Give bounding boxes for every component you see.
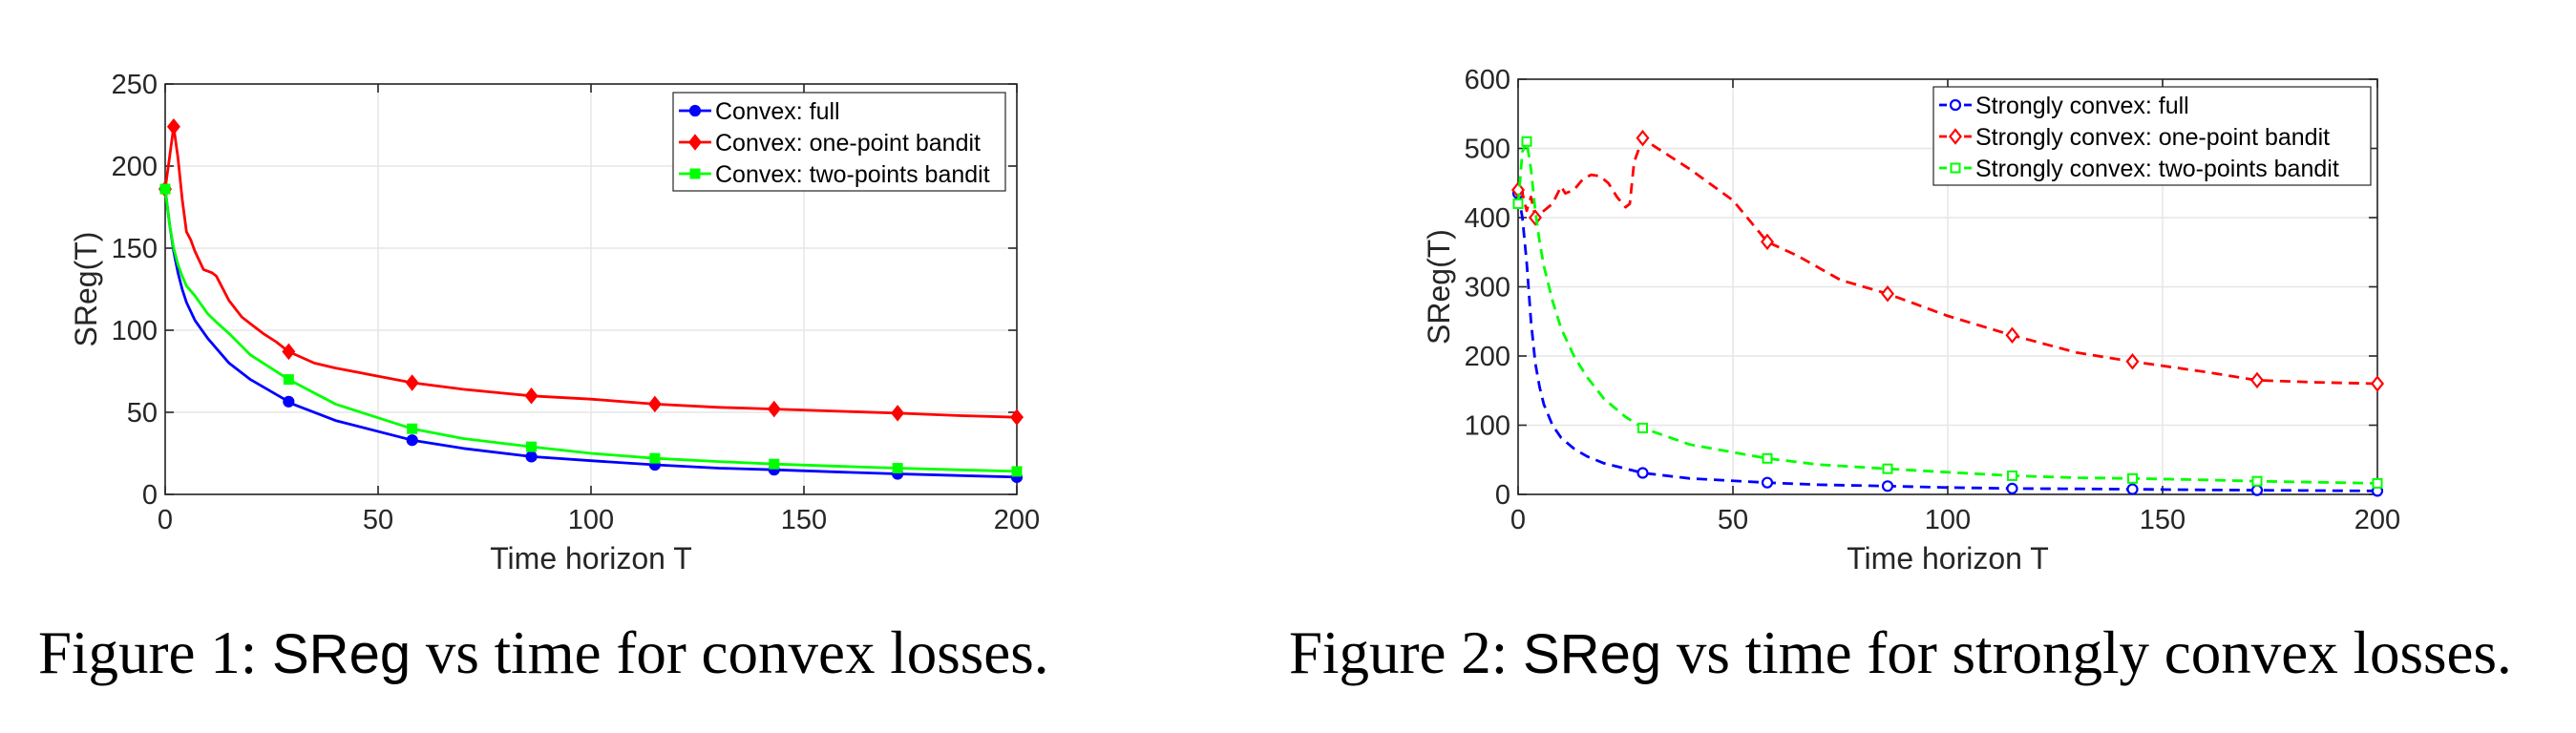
- series-1-marker: [2125, 353, 2140, 370]
- legend-label-2: Strongly convex: two-points bandit: [1975, 156, 2339, 182]
- legend-label-1: Strongly convex: one-point bandit: [1975, 124, 2330, 151]
- caption-sreg: SReg: [1523, 623, 1661, 685]
- x-tick-label: 100: [568, 505, 614, 535]
- y-tick-label: 400: [1465, 203, 1510, 234]
- caption-suffix: vs time for convex losses.: [411, 619, 1048, 686]
- y-tick-label: 150: [112, 234, 158, 264]
- y-tick-label: 200: [1465, 342, 1510, 372]
- x-tick-label: 200: [994, 505, 1040, 535]
- y-tick-label: 300: [1465, 273, 1510, 304]
- series-1-marker: [1636, 129, 1650, 147]
- legend-label-0: Convex: full: [715, 98, 840, 125]
- series-2-marker: [769, 458, 780, 470]
- series-1-marker: [2249, 371, 2265, 389]
- x-tick-label: 50: [1718, 505, 1748, 535]
- series-2-marker: [2372, 477, 2383, 489]
- series-1-marker: [2370, 375, 2385, 392]
- series-line-2: [163, 188, 1018, 473]
- series-2-marker: [159, 183, 171, 195]
- series-2-marker: [2007, 470, 2017, 481]
- x-tick-label: 150: [781, 505, 827, 535]
- y-tick-label: 200: [112, 152, 158, 182]
- y-tick-label: 600: [1465, 65, 1510, 95]
- x-tick-label: 50: [363, 505, 393, 535]
- caption-sreg: SReg: [272, 623, 411, 685]
- series-2-marker: [2127, 472, 2138, 484]
- chart-strongly-convex: 0 50 100 150 200 0 100 200 300 400 500 600 Time hori…: [1289, 65, 2512, 686]
- legend-box: [1932, 86, 2372, 186]
- series-2-marker: [1011, 466, 1023, 477]
- series-1-marker: [166, 117, 180, 136]
- series-0-marker: [1636, 467, 1649, 479]
- series-2-marker: [892, 462, 903, 473]
- series-0-marker: [2250, 484, 2264, 496]
- series-2-marker: [2251, 475, 2263, 487]
- x-tick-label: 200: [2354, 505, 2400, 535]
- series-2-marker: [1882, 463, 1893, 474]
- series-line-0: [163, 188, 1018, 479]
- series-2-marker: [1637, 422, 1648, 433]
- figure-caption: Figure 2: SReg vs time for strongly conv…: [1289, 619, 2512, 686]
- series-1-marker: [1009, 408, 1024, 426]
- series-2-marker: [1521, 136, 1532, 147]
- x-axis-label: Time horizon T: [490, 541, 692, 576]
- caption-prefix: Figure 2:: [1289, 619, 1523, 686]
- y-tick-label: 250: [112, 70, 158, 100]
- series-1-marker: [647, 395, 662, 413]
- x-tick-label: 100: [1925, 505, 1971, 535]
- y-axis-label: SReg(T): [69, 232, 103, 347]
- series-1-marker: [282, 343, 296, 361]
- y-tick-label: 100: [112, 316, 158, 346]
- series-2-marker: [283, 374, 294, 386]
- legend-marker-1: [687, 134, 703, 151]
- series-0-marker: [2126, 483, 2139, 495]
- legend-marker-0: [688, 104, 702, 117]
- series-line-2: [1516, 139, 2378, 485]
- series-0-marker: [283, 395, 295, 408]
- x-axis-label: Time horizon T: [1847, 541, 2049, 576]
- y-tick-label: 500: [1465, 135, 1510, 165]
- legend-marker-2: [1950, 162, 1961, 174]
- series-0-marker: [1881, 480, 1894, 492]
- x-tick-label: 150: [2140, 505, 2185, 535]
- series-2-marker: [649, 452, 661, 464]
- y-tick-label: 50: [127, 398, 158, 429]
- legend-label-0: Strongly convex: full: [1975, 93, 2189, 119]
- chart-convex: 0 50 100 150 200 0 50 100 150 200 250 Time horizon …: [38, 70, 1048, 686]
- series-line-1: [1517, 136, 2378, 386]
- series-1-marker: [1880, 284, 1895, 303]
- caption-prefix: Figure 1:: [38, 619, 272, 686]
- x-tick-label: 0: [1510, 505, 1526, 535]
- y-tick-label: 100: [1465, 411, 1510, 442]
- series-0-marker: [406, 434, 418, 447]
- y-tick-label: 0: [142, 480, 158, 511]
- series-line-1: [163, 125, 1018, 419]
- series-1-marker: [405, 374, 419, 391]
- series-2-marker: [407, 423, 418, 434]
- series-1-marker: [891, 405, 905, 422]
- legend-box: [672, 92, 1006, 192]
- series-1-marker: [524, 387, 538, 405]
- y-axis-label: SReg(T): [1422, 229, 1456, 345]
- series-0-marker: [1761, 476, 1774, 489]
- series-2-marker: [1512, 199, 1524, 209]
- y-tick-label: 0: [1495, 480, 1510, 511]
- series-0-marker: [525, 450, 538, 463]
- legend-marker-0: [1949, 98, 1962, 112]
- series-0-marker: [2006, 482, 2018, 494]
- x-tick-label: 0: [158, 505, 173, 535]
- series-1-marker: [2005, 326, 2019, 345]
- series-2-marker: [526, 441, 538, 452]
- legend-label-1: Convex: one-point bandit: [715, 130, 981, 157]
- legend-marker-1: [1948, 128, 1963, 145]
- series-1-marker: [767, 400, 781, 418]
- caption-suffix: vs time for strongly convex losses.: [1661, 619, 2512, 686]
- legend-marker-2: [689, 168, 701, 179]
- series-1-marker: [1760, 233, 1775, 251]
- series-2-marker: [1762, 452, 1773, 464]
- legend-label-2: Convex: two-points bandit: [715, 161, 990, 188]
- figure-caption: Figure 1: SReg vs time for convex losses…: [38, 619, 1048, 686]
